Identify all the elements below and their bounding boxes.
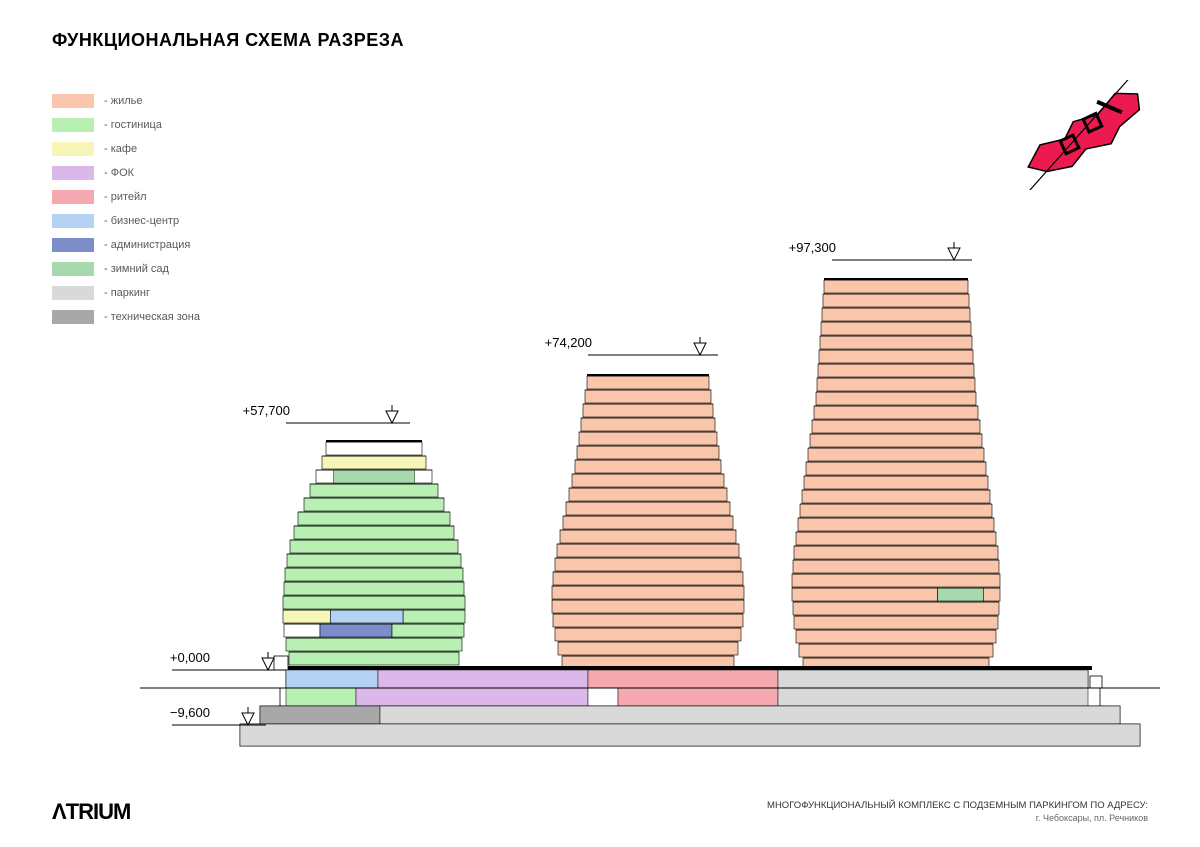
page: ФУНКЦИОНАЛЬНАЯ СХЕМА РАЗРЕЗА - жилье- го… [0,0,1200,847]
elevation-label: +0,000 [140,650,210,665]
atrium-logo: ΛTRIUM [52,799,130,825]
elevation-label: +97,300 [766,240,836,255]
footer: МНОГОФУНКЦИОНАЛЬНЫЙ КОМПЛЕКС С ПОДЗЕМНЫМ… [767,799,1148,825]
elevation-label: +57,700 [220,403,290,418]
key-map [1010,80,1160,190]
footer-line2: г. Чебоксары, пл. Речников [767,812,1148,825]
footer-line1: МНОГОФУНКЦИОНАЛЬНЫЙ КОМПЛЕКС С ПОДЗЕМНЫМ… [767,799,1148,812]
elevation-label: +74,200 [522,335,592,350]
elevation-label: −9,600 [140,705,210,720]
